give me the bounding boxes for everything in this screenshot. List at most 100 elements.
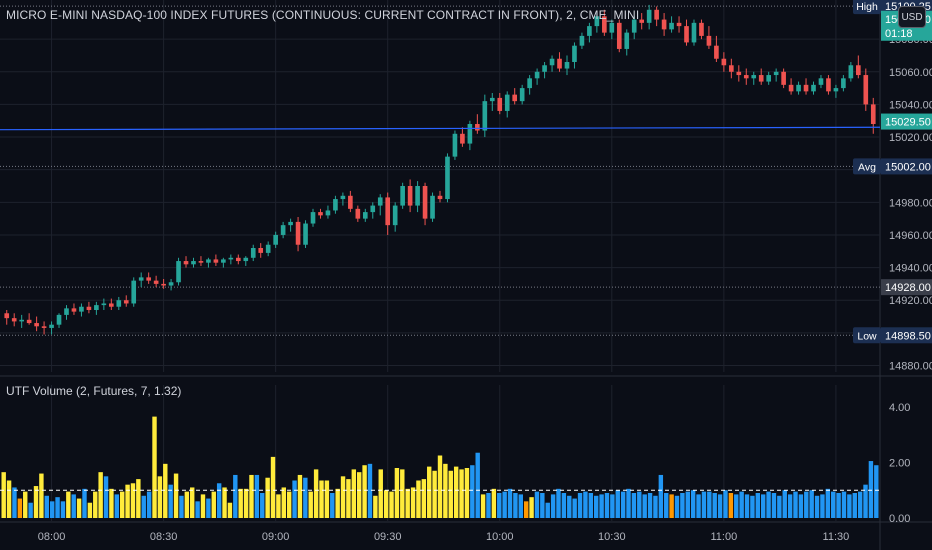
volume-bar bbox=[793, 491, 798, 518]
volume-bar bbox=[416, 480, 421, 518]
volume-bar bbox=[400, 469, 405, 518]
volume-bar bbox=[297, 474, 303, 518]
volume-bar bbox=[114, 494, 120, 518]
volume-bar bbox=[265, 477, 270, 518]
volume-bar bbox=[653, 495, 658, 518]
candle-body bbox=[333, 199, 338, 211]
candle-body bbox=[684, 26, 689, 43]
volume-bar bbox=[190, 487, 195, 518]
volume-bar bbox=[809, 490, 814, 518]
volume-bar bbox=[707, 491, 712, 518]
candle-body bbox=[729, 65, 734, 72]
candle-body bbox=[616, 22, 622, 49]
volume-bar bbox=[17, 498, 23, 518]
currency-badge[interactable]: USD bbox=[898, 6, 926, 28]
volume-bar bbox=[820, 494, 825, 518]
time-tick-label: 10:30 bbox=[598, 531, 626, 543]
candle-body bbox=[71, 308, 77, 312]
candle-body bbox=[594, 16, 600, 27]
volume-bar bbox=[588, 493, 594, 518]
volume-bar bbox=[760, 494, 766, 518]
volume-bar bbox=[787, 494, 793, 518]
volume-bar bbox=[195, 501, 200, 518]
volume-bar bbox=[647, 493, 653, 518]
candle-body bbox=[228, 257, 234, 260]
volume-bar bbox=[453, 466, 459, 518]
candle-body bbox=[273, 234, 278, 245]
candle-body bbox=[699, 22, 704, 36]
volume-bar bbox=[367, 463, 373, 518]
candle-body bbox=[310, 212, 316, 224]
candle-body bbox=[221, 259, 226, 263]
time-tick-label: 08:30 bbox=[150, 531, 178, 543]
candle-body bbox=[841, 78, 846, 89]
volume-bar bbox=[233, 474, 238, 518]
candle-body bbox=[639, 19, 645, 23]
candle-body bbox=[191, 261, 196, 265]
volume-bar bbox=[690, 490, 696, 518]
volume-bar bbox=[680, 493, 685, 518]
candle-body bbox=[758, 75, 764, 82]
volume-bar bbox=[222, 487, 227, 518]
candle-body bbox=[288, 221, 293, 226]
volume-bar bbox=[831, 491, 836, 518]
volume-bar bbox=[642, 494, 647, 518]
candle-body bbox=[303, 223, 308, 245]
volume-bar bbox=[351, 469, 357, 518]
volume-bar bbox=[427, 466, 432, 518]
volume-bar bbox=[470, 465, 475, 518]
volume-bar bbox=[410, 487, 416, 518]
volume-bar bbox=[28, 502, 33, 518]
price-label-value: 15002.00 bbox=[885, 161, 931, 173]
volume-bar bbox=[373, 495, 378, 518]
volume-bar bbox=[163, 463, 168, 518]
candle-body bbox=[706, 35, 712, 46]
volume-bar bbox=[157, 476, 163, 518]
volume-bar bbox=[696, 494, 701, 518]
volume-bar bbox=[394, 468, 400, 518]
price-tick-label: 14960.00 bbox=[889, 230, 932, 242]
volume-bar bbox=[664, 493, 669, 518]
candle-body bbox=[602, 16, 607, 33]
candle-body bbox=[407, 186, 413, 206]
candle-body bbox=[34, 323, 39, 327]
volume-bar bbox=[319, 480, 324, 518]
candle-body bbox=[400, 186, 405, 206]
volume-bar bbox=[486, 493, 491, 518]
volume-bar bbox=[583, 491, 588, 518]
candle-body bbox=[624, 32, 630, 49]
candle-body bbox=[258, 248, 264, 253]
volume-bar bbox=[356, 472, 362, 518]
volume-bar bbox=[529, 497, 534, 518]
volume-bar bbox=[362, 465, 367, 518]
symbol-title: MICRO E-MINI NASDAQ-100 INDEX FUTURES (C… bbox=[6, 8, 640, 22]
candle-body bbox=[445, 156, 450, 200]
volume-bar bbox=[847, 494, 852, 518]
volume-bar bbox=[701, 491, 707, 518]
volume-bar bbox=[211, 491, 216, 518]
price-label-value: 15029.50 bbox=[885, 117, 931, 129]
volume-tick-label: 2.00 bbox=[889, 457, 910, 469]
candle-body bbox=[377, 197, 383, 206]
candle-body bbox=[557, 58, 562, 69]
candle-body bbox=[250, 248, 256, 258]
candle-body bbox=[572, 45, 577, 62]
volume-bar bbox=[863, 484, 868, 518]
volume-bar bbox=[561, 493, 567, 518]
volume-bar bbox=[513, 493, 518, 518]
volume-bar bbox=[615, 490, 620, 518]
price-tick-label: 14980.00 bbox=[889, 197, 932, 209]
volume-bar bbox=[717, 494, 723, 518]
candle-body bbox=[646, 9, 652, 23]
candle-body bbox=[811, 84, 816, 92]
candle-body bbox=[138, 277, 144, 281]
candle-body bbox=[198, 261, 204, 263]
candle-body bbox=[863, 75, 869, 105]
volume-tick-label: 4.00 bbox=[889, 402, 910, 414]
candle-body bbox=[49, 324, 54, 328]
volume-bar bbox=[33, 486, 39, 518]
volume-bar bbox=[545, 502, 550, 518]
